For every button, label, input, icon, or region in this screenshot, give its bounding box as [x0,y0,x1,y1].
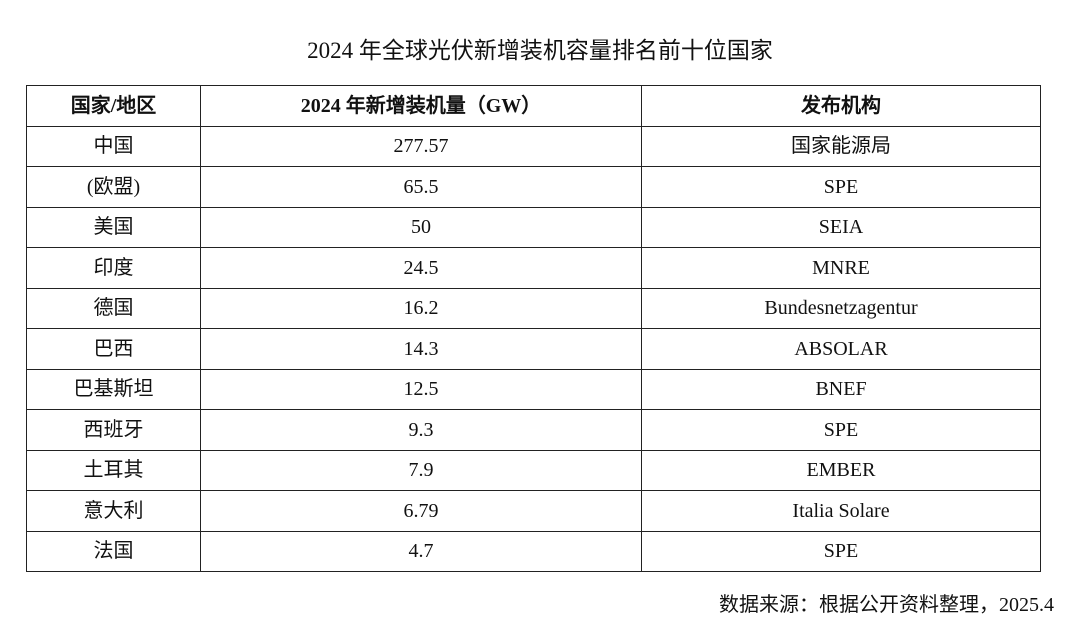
table-row: 印度 24.5 MNRE [26,247,1041,289]
table-row: 法国 4.7 SPE [26,530,1041,572]
cell-agency: EMBER [641,449,1041,491]
cell-agency: 国家能源局 [641,125,1041,167]
cell-agency: Italia Solare [641,490,1041,532]
cell-country: 法国 [26,530,201,572]
cell-capacity: 12.5 [200,368,642,410]
table-row: 德国 16.2 Bundesnetzagentur [26,287,1041,329]
cell-country: 美国 [26,206,201,248]
cell-country: 西班牙 [26,409,201,451]
cell-country: 土耳其 [26,449,201,491]
cell-capacity: 6.79 [200,490,642,532]
ranking-table: 国家/地区 2024 年新增装机量（GW） 发布机构 中国 277.57 国家能源局… [26,85,1041,572]
cell-country: 德国 [26,287,201,329]
table-row: 巴西 14.3 ABSOLAR [26,328,1041,370]
cell-capacity: 50 [200,206,642,248]
header-row: 国家/地区 2024 年新增装机量（GW） 发布机构 [26,85,1041,127]
cell-country: (欧盟) [26,166,201,208]
table-row: (欧盟) 65.5 SPE [26,166,1041,208]
cell-country: 巴西 [26,328,201,370]
cell-agency: SEIA [641,206,1041,248]
table-row: 意大利 6.79 Italia Solare [26,490,1041,532]
cell-capacity: 9.3 [200,409,642,451]
cell-agency: SPE [641,166,1041,208]
cell-country: 巴基斯坦 [26,368,201,410]
header-capacity: 2024 年新增装机量（GW） [200,85,642,127]
cell-capacity: 24.5 [200,247,642,289]
cell-country: 中国 [26,125,201,167]
cell-capacity: 65.5 [200,166,642,208]
cell-country: 意大利 [26,490,201,532]
cell-capacity: 277.57 [200,125,642,167]
cell-agency: SPE [641,530,1041,572]
table-row: 中国 277.57 国家能源局 [26,125,1041,167]
table-row: 巴基斯坦 12.5 BNEF [26,368,1041,410]
table-row: 西班牙 9.3 SPE [26,409,1041,451]
cell-capacity: 4.7 [200,530,642,572]
cell-agency: SPE [641,409,1041,451]
table-body: 中国 277.57 国家能源局 (欧盟) 65.5 SPE 美国 50 SEIA 印度 24.5 MN… [26,125,1041,572]
cell-agency: BNEF [641,368,1041,410]
cell-capacity: 7.9 [200,449,642,491]
cell-capacity: 14.3 [200,328,642,370]
table-title: 2024 年全球光伏新增装机容量排名前十位国家 [307,38,773,63]
table-row: 美国 50 SEIA [26,206,1041,248]
cell-agency: Bundesnetzagentur [641,287,1041,329]
cell-agency: MNRE [641,247,1041,289]
cell-agency: ABSOLAR [641,328,1041,370]
cell-capacity: 16.2 [200,287,642,329]
header-country: 国家/地区 [26,85,201,127]
table-row: 土耳其 7.9 EMBER [26,449,1041,491]
header-agency: 发布机构 [641,85,1041,127]
source-note: 数据来源：根据公开资料整理，2025.4 [719,594,1054,616]
cell-country: 印度 [26,247,201,289]
